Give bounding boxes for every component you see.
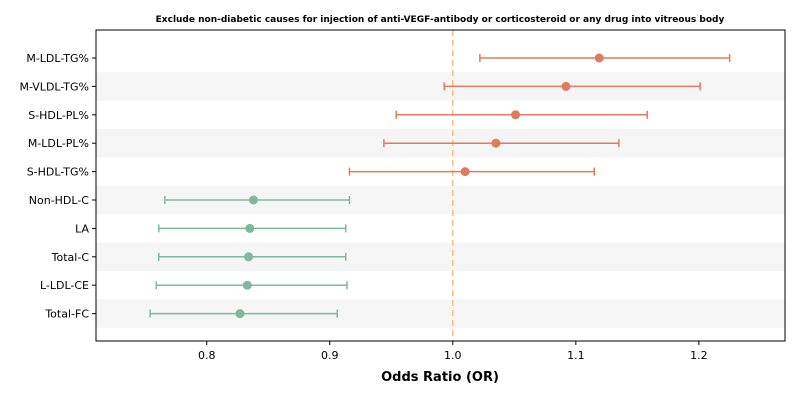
or-point [242, 280, 252, 290]
or-point [460, 167, 470, 177]
or-point [511, 110, 521, 120]
y-tick-label: Total-FC [44, 308, 89, 321]
x-axis-title: Odds Ratio (OR) [381, 370, 499, 385]
or-point [561, 81, 571, 91]
table-row [395, 110, 648, 120]
y-tick-label: M-LDL-TG% [26, 52, 89, 65]
plot-frame [95, 29, 786, 342]
or-point [594, 53, 604, 63]
y-tick-label: M-LDL-PL% [28, 137, 89, 150]
data-rows [149, 53, 731, 319]
or-point [245, 223, 255, 233]
table-row [157, 252, 347, 262]
table-row [479, 53, 731, 63]
x-tick-label: 0.9 [321, 349, 339, 362]
x-tick-label: 0.8 [198, 349, 216, 362]
x-axis: 0.8 0.9 1.0 1.1 1.2 [198, 341, 708, 362]
table-row [164, 195, 351, 205]
y-tick-label: M-VLDL-TG% [19, 80, 89, 93]
or-point [235, 309, 245, 319]
y-tick-label: S-HDL-PL% [28, 109, 89, 122]
table-row [383, 138, 620, 148]
y-tick-label: S-HDL-TG% [27, 166, 89, 179]
table-row [157, 223, 347, 233]
table-row [443, 81, 701, 91]
x-tick-label: 1.1 [567, 349, 585, 362]
y-tick-label: LA [75, 222, 89, 235]
or-point [248, 195, 258, 205]
table-row [149, 309, 338, 319]
y-tick-label: L-LDL-CE [40, 279, 89, 292]
x-tick-label: 1.0 [444, 349, 462, 362]
y-tick-label: Non-HDL-C [29, 194, 90, 207]
y-tick-label: Total-C [51, 251, 90, 264]
table-row [348, 167, 596, 177]
chart-title: Exclude non-diabetic causes for injectio… [156, 15, 725, 25]
table-row [155, 280, 348, 290]
x-tick-label: 1.2 [690, 349, 708, 362]
or-point [491, 138, 501, 148]
or-point [244, 252, 254, 262]
y-axis-labels: M-LDL-TG% M-VLDL-TG% S-HDL-PL% M-LDL-PL% S-H… [19, 52, 96, 321]
